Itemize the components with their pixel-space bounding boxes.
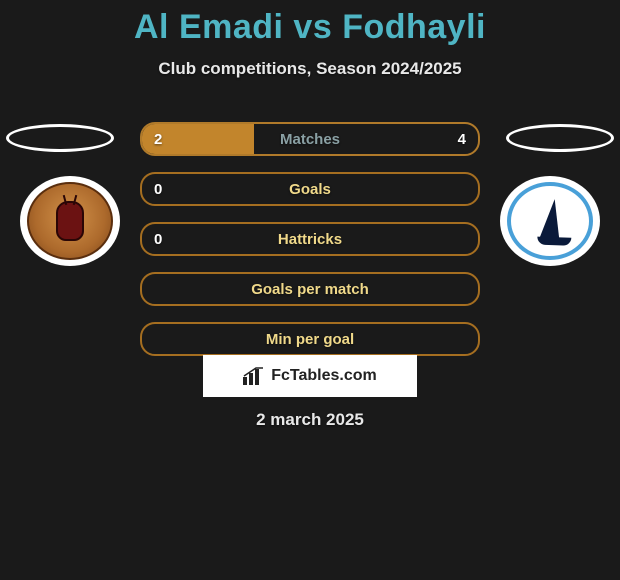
stat-label: Hattricks [142, 224, 478, 254]
stat-value-left: 0 [142, 224, 174, 254]
stat-label: Goals per match [142, 274, 478, 304]
page-title: Al Emadi vs Fodhayli [0, 0, 620, 47]
stat-value-left: 0 [142, 174, 174, 204]
beetle-icon [56, 201, 84, 241]
stat-bar: Goals0 [140, 172, 480, 206]
dhow-icon [539, 199, 560, 240]
bar-chart-icon [243, 367, 265, 385]
fctables-logo-text: FcTables.com [271, 367, 377, 385]
player-shadow-left [6, 124, 114, 152]
club-crest-left-inner [27, 182, 113, 260]
stat-bar: Hattricks0 [140, 222, 480, 256]
club-crest-left [20, 176, 120, 266]
club-crest-right [500, 176, 600, 266]
comparison-infographic: Al Emadi vs Fodhayli Club competitions, … [0, 0, 620, 580]
match-date: 2 march 2025 [0, 410, 620, 430]
stat-bar: Goals per match [140, 272, 480, 306]
fctables-logo: FcTables.com [203, 355, 417, 397]
stat-bar: Min per goal [140, 322, 480, 356]
stat-label: Goals [142, 174, 478, 204]
page-subtitle: Club competitions, Season 2024/2025 [0, 59, 620, 79]
stat-bar-fill-left [142, 124, 254, 154]
stat-label: Min per goal [142, 324, 478, 354]
club-crest-right-inner [507, 182, 593, 260]
stat-bar-fill-right [254, 124, 478, 154]
stat-bars: Matches24Goals0Hattricks0Goals per match… [140, 122, 480, 372]
player-shadow-right [506, 124, 614, 152]
stat-bar: Matches24 [140, 122, 480, 156]
